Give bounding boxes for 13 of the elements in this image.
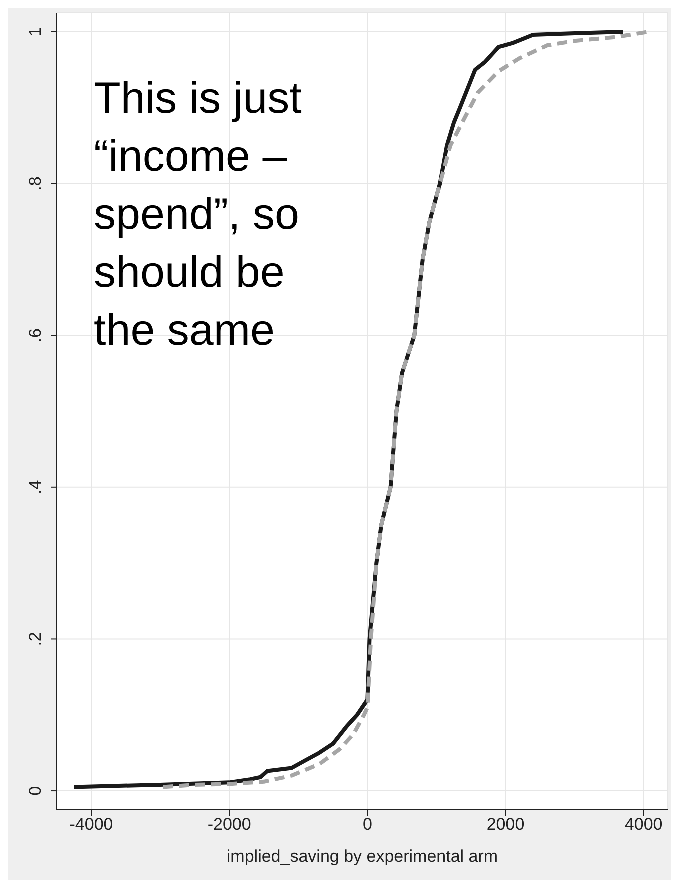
x-tick-label: -4000 [70, 815, 114, 834]
x-tick-label: 4000 [624, 815, 663, 834]
y-tick-label: 1 [26, 27, 45, 37]
y-tick-label: 0 [26, 786, 45, 796]
x-tick-label: 2000 [486, 815, 525, 834]
y-tick-label: .8 [26, 176, 45, 191]
y-tick-label: .4 [26, 480, 45, 494]
y-tick-label: .6 [26, 328, 45, 343]
x-tick-label: 0 [362, 815, 372, 834]
x-axis-title: implied_saving by experimental arm [226, 847, 498, 866]
y-tick-label: .2 [26, 632, 45, 646]
note-text: This is just “income – spend”, so should be the same [94, 73, 303, 357]
x-tick-label: -2000 [208, 815, 252, 834]
